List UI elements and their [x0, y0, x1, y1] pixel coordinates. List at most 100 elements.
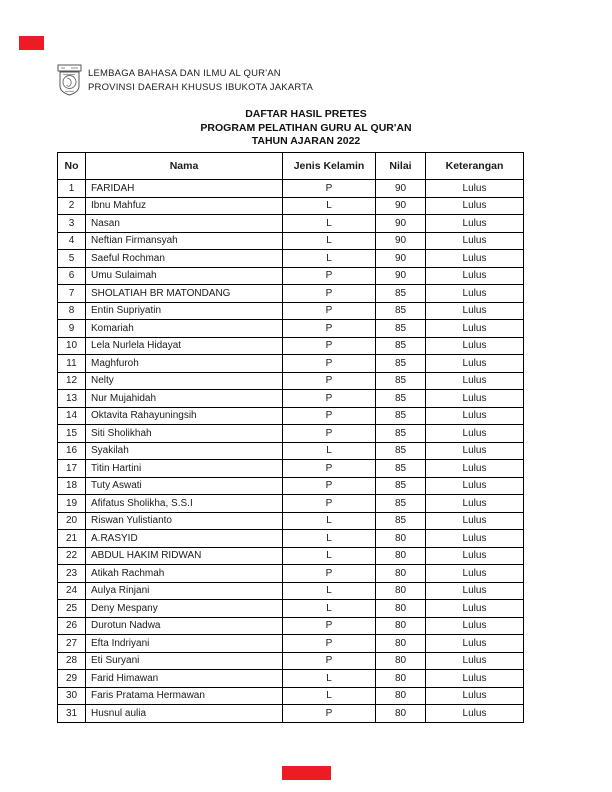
- cell-jenis-kelamin: P: [282, 319, 376, 338]
- cell-jenis-kelamin: P: [282, 389, 376, 408]
- table-row: 10 Lela Nurlela Hidayat P 85 Lulus: [57, 336, 524, 355]
- cell-jenis-kelamin: P: [282, 301, 376, 320]
- cell-keterangan: Lulus: [425, 581, 524, 600]
- cell-no: 18: [57, 476, 86, 495]
- cell-keterangan: Lulus: [425, 179, 524, 198]
- table-row: 18 Tuty Aswati P 85 Lulus: [57, 476, 524, 495]
- cell-keterangan: Lulus: [425, 669, 524, 688]
- cell-jenis-kelamin: L: [282, 214, 376, 233]
- table-row: 28 Eti Suryani P 80 Lulus: [57, 651, 524, 670]
- cell-nama: Entin Supriyatin: [85, 301, 283, 320]
- cell-jenis-kelamin: P: [282, 284, 376, 303]
- column-header-no: No: [57, 152, 86, 180]
- cell-no: 22: [57, 546, 86, 565]
- cell-nama: Umu Sulaimah: [85, 266, 283, 285]
- table-row: 16 Syakilah L 85 Lulus: [57, 441, 524, 460]
- cell-no: 5: [57, 249, 86, 268]
- cell-keterangan: Lulus: [425, 336, 524, 355]
- cell-keterangan: Lulus: [425, 424, 524, 443]
- cell-nilai: 85: [375, 301, 426, 320]
- redaction-marker-bottom: [282, 766, 331, 780]
- cell-nama: Farid Himawan: [85, 669, 283, 688]
- table-row: 30 Faris Pratama Hermawan L 80 Lulus: [57, 686, 524, 705]
- cell-jenis-kelamin: P: [282, 634, 376, 653]
- cell-keterangan: Lulus: [425, 301, 524, 320]
- cell-no: 25: [57, 599, 86, 618]
- cell-nilai: 80: [375, 686, 426, 705]
- institution-name: LEMBAGA BAHASA DAN ILMU AL QUR'AN: [88, 67, 281, 79]
- cell-no: 11: [57, 354, 86, 373]
- table-row: 20 Riswan Yulistianto L 85 Lulus: [57, 511, 524, 530]
- table-row: 22 ABDUL HAKIM RIDWAN L 80 Lulus: [57, 546, 524, 565]
- cell-no: 16: [57, 441, 86, 460]
- table-row: 14 Oktavita Rahayuningsih P 85 Lulus: [57, 406, 524, 425]
- cell-nilai: 80: [375, 581, 426, 600]
- table-row: 27 Efta Indriyani P 80 Lulus: [57, 634, 524, 653]
- cell-jenis-kelamin: L: [282, 231, 376, 250]
- cell-nama: Afifatus Sholikha, S.S.I: [85, 494, 283, 513]
- redaction-marker-top: [19, 36, 44, 50]
- cell-jenis-kelamin: L: [282, 599, 376, 618]
- cell-keterangan: Lulus: [425, 511, 524, 530]
- cell-nilai: 90: [375, 266, 426, 285]
- table-row: 21 A.RASYID L 80 Lulus: [57, 529, 524, 548]
- cell-nama: Neftian Firmansyah: [85, 231, 283, 250]
- cell-no: 26: [57, 616, 86, 635]
- table-row: 25 Deny Mespany L 80 Lulus: [57, 599, 524, 618]
- cell-keterangan: Lulus: [425, 249, 524, 268]
- table-row: 11 Maghfuroh P 85 Lulus: [57, 354, 524, 373]
- cell-no: 3: [57, 214, 86, 233]
- cell-no: 21: [57, 529, 86, 548]
- cell-nama: Oktavita Rahayuningsih: [85, 406, 283, 425]
- table-row: 29 Farid Himawan L 80 Lulus: [57, 669, 524, 688]
- cell-keterangan: Lulus: [425, 319, 524, 338]
- cell-jenis-kelamin: P: [282, 406, 376, 425]
- cell-jenis-kelamin: L: [282, 529, 376, 548]
- cell-nama: Faris Pratama Hermawan: [85, 686, 283, 705]
- cell-keterangan: Lulus: [425, 599, 524, 618]
- letterhead: LEMBAGA BAHASA DAN ILMU AL QUR'AN PROVIN…: [57, 64, 313, 97]
- cell-nilai: 85: [375, 476, 426, 495]
- cell-jenis-kelamin: P: [282, 564, 376, 583]
- table-row: 9 Komariah P 85 Lulus: [57, 319, 524, 338]
- cell-nilai: 80: [375, 669, 426, 688]
- column-header-jenis-kelamin: Jenis Kelamin: [282, 152, 376, 180]
- cell-no: 29: [57, 669, 86, 688]
- table-row: 19 Afifatus Sholikha, S.S.I P 85 Lulus: [57, 494, 524, 513]
- table-row: 4 Neftian Firmansyah L 90 Lulus: [57, 231, 524, 250]
- cell-nama: Ibnu Mahfuz: [85, 196, 283, 215]
- cell-no: 7: [57, 284, 86, 303]
- results-table: No Nama Jenis Kelamin Nilai Keterangan 1…: [57, 152, 524, 723]
- cell-nama: Husnul aulia: [85, 704, 283, 723]
- cell-nama: Durotun Nadwa: [85, 616, 283, 635]
- table-row: 2 Ibnu Mahfuz L 90 Lulus: [57, 196, 524, 215]
- title-line-1: DAFTAR HASIL PRETES: [245, 108, 367, 120]
- cell-nilai: 80: [375, 704, 426, 723]
- cell-nilai: 85: [375, 494, 426, 513]
- cell-jenis-kelamin: P: [282, 371, 376, 390]
- cell-keterangan: Lulus: [425, 196, 524, 215]
- cell-nama: Nelty: [85, 371, 283, 390]
- table-row: 8 Entin Supriyatin P 85 Lulus: [57, 301, 524, 320]
- cell-jenis-kelamin: P: [282, 179, 376, 198]
- cell-nama: Maghfuroh: [85, 354, 283, 373]
- cell-nama: Atikah Rachmah: [85, 564, 283, 583]
- cell-nilai: 85: [375, 354, 426, 373]
- cell-keterangan: Lulus: [425, 231, 524, 250]
- cell-nilai: 85: [375, 424, 426, 443]
- cell-nama: Titin Hartini: [85, 459, 283, 478]
- cell-nama: Syakilah: [85, 441, 283, 460]
- cell-no: 12: [57, 371, 86, 390]
- cell-no: 27: [57, 634, 86, 653]
- table-row: 3 Nasan L 90 Lulus: [57, 214, 524, 233]
- cell-no: 10: [57, 336, 86, 355]
- cell-nilai: 80: [375, 599, 426, 618]
- cell-keterangan: Lulus: [425, 634, 524, 653]
- cell-nilai: 90: [375, 214, 426, 233]
- cell-keterangan: Lulus: [425, 546, 524, 565]
- cell-nilai: 85: [375, 284, 426, 303]
- cell-jenis-kelamin: P: [282, 459, 376, 478]
- cell-keterangan: Lulus: [425, 704, 524, 723]
- cell-nama: Eti Suryani: [85, 651, 283, 670]
